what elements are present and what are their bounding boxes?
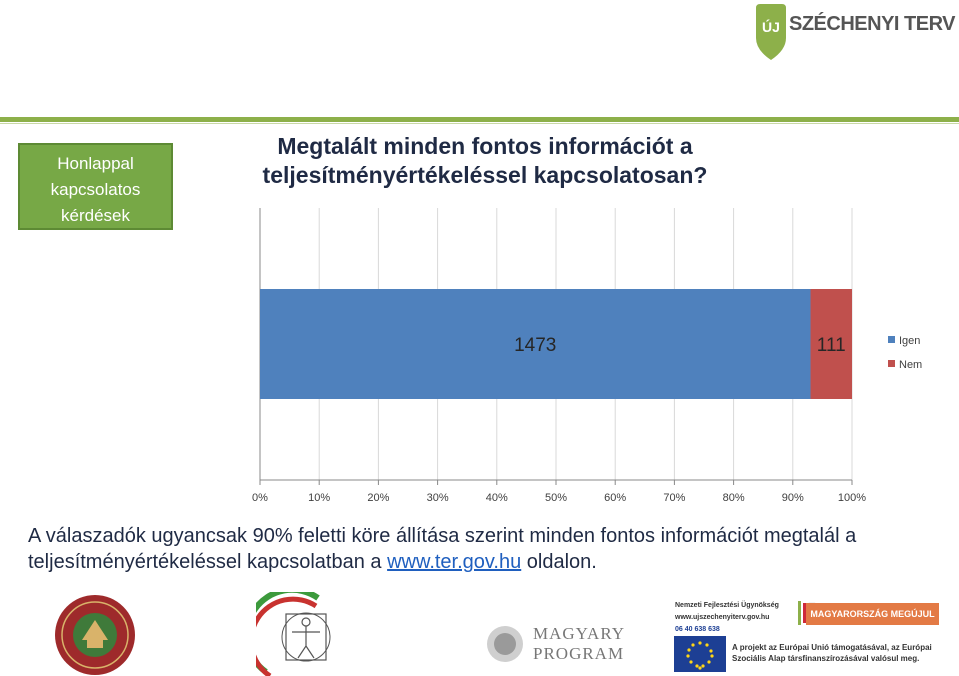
- megujul-badge: MAGYARORSZÁG MEGÚJUL: [806, 603, 939, 625]
- bar-segment-nem: [810, 289, 852, 399]
- slide-title: Megtalált minden fontos információt a te…: [262, 133, 708, 188]
- magyary-text: MAGYARY PROGRAM: [533, 624, 625, 664]
- x-tick-label: 90%: [782, 492, 804, 504]
- nfu-web: www.ujszechenyiterv.gov.hu: [675, 614, 770, 621]
- nfu-phone: 06 40 638 638: [675, 626, 720, 633]
- header-rule-thin: [0, 123, 959, 124]
- brand-badge: ÚJ: [762, 18, 780, 35]
- x-tick-label: 50%: [545, 492, 567, 504]
- magyary-line-1: MAGYARY: [533, 624, 626, 643]
- eu-disclaimer: A projekt az Európai Unió támogatásával,…: [732, 643, 932, 663]
- caption-text: A válaszadók ugyancsak 90% feletti köre …: [28, 525, 857, 573]
- x-tick-label: 80%: [723, 492, 745, 504]
- x-tick-label: 30%: [427, 492, 449, 504]
- x-tick-label: 60%: [604, 492, 626, 504]
- data-label: 1473: [514, 335, 556, 356]
- legend-swatch-nem: [888, 360, 895, 367]
- bar-segment-igen: [260, 289, 811, 399]
- x-tick-label: 10%: [308, 492, 330, 504]
- nfu-name: Nemzeti Fejlesztési Ügynökség: [675, 602, 779, 609]
- magyary-line-2: PROGRAM: [533, 644, 625, 663]
- x-tick-label: 100%: [838, 492, 866, 504]
- legend-label: Igen: [899, 335, 920, 347]
- szechenyi-terv-logo: ÚJ: [756, 4, 786, 60]
- legend-swatch-igen: [888, 336, 895, 343]
- magyary-program-logo: [487, 626, 523, 662]
- brand-name: SZÉCHENYI TERV: [789, 13, 956, 35]
- x-tick-label: 40%: [486, 492, 508, 504]
- caption-link[interactable]: www.ter.gov.hu: [387, 551, 522, 573]
- x-tick-label: 70%: [663, 492, 685, 504]
- vitruvian-man-logo: [256, 592, 331, 676]
- x-tick-label: 20%: [367, 492, 389, 504]
- data-label: 111: [817, 335, 846, 356]
- leaf-icon: [756, 4, 786, 60]
- stacked-bar-chart: 0% 10% 20% 30% 40% 50% 60% 70% 80% 90% 100% 1473 111…: [252, 208, 922, 504]
- header-rule: [0, 117, 959, 122]
- caption: A válaszadók ugyancsak 90% feletti köre …: [28, 523, 948, 575]
- category-box: Honlappal kapcsolatos kérdések: [18, 143, 173, 230]
- legend-label: Nem: [899, 359, 922, 371]
- x-tick-label: 0%: [252, 492, 268, 504]
- caption-tail: oldalon.: [521, 551, 597, 573]
- university-seal-logo: [55, 595, 135, 675]
